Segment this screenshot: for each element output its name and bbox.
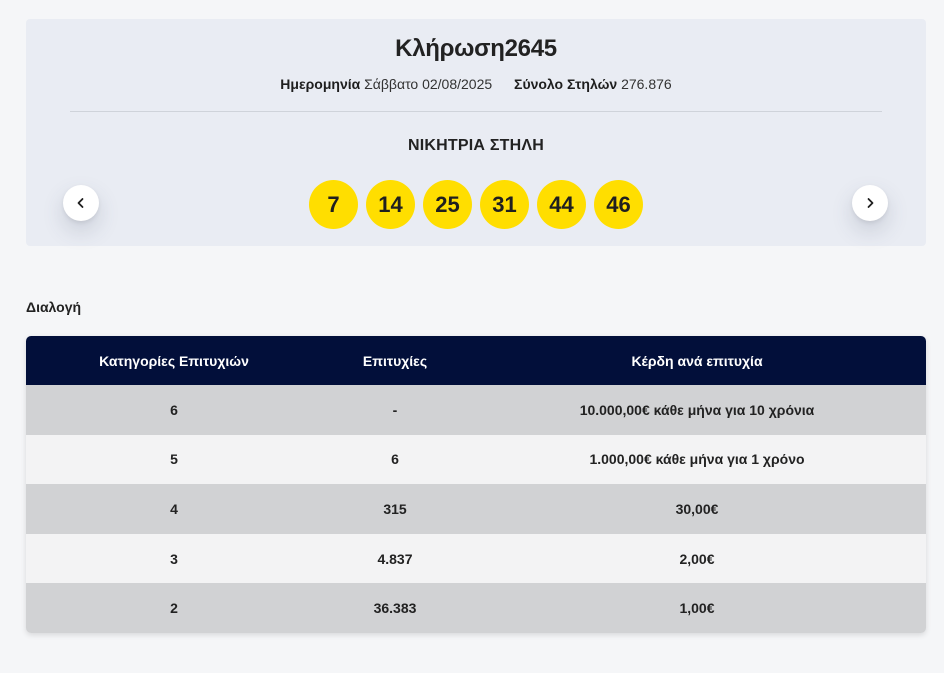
previous-draw-button[interactable] <box>63 185 99 221</box>
number-ball: 44 <box>537 180 586 229</box>
draw-total-value: 276.876 <box>621 76 672 92</box>
next-draw-button[interactable] <box>852 185 888 221</box>
divider <box>70 111 882 112</box>
cell-prize: 1,00€ <box>468 583 926 633</box>
draw-meta: Ημερομηνία Σάββατο 02/08/2025 Σύνολο Στη… <box>26 76 926 92</box>
number-ball: 25 <box>423 180 472 229</box>
winning-column-title: ΝΙΚΗΤΡΙΑ ΣΤΗΛΗ <box>408 137 544 154</box>
cell-winners: - <box>322 385 468 435</box>
chevron-right-icon <box>867 198 874 208</box>
draw-total-label: Σύνολο Στηλών <box>514 76 618 92</box>
draw-card: Κλήρωση2645 Ημερομηνία Σάββατο 02/08/202… <box>26 19 926 246</box>
draw-date-value: Σάββατο 02/08/2025 <box>364 76 493 92</box>
table-row: 5 6 1.000,00€ κάθε μήνα για 1 χρόνο <box>26 434 926 485</box>
cell-category: 5 <box>26 434 322 485</box>
number-ball: 31 <box>480 180 529 229</box>
cell-winners: 4.837 <box>322 533 468 584</box>
table-row: 3 4.837 2,00€ <box>26 533 926 584</box>
cell-category: 3 <box>26 533 322 584</box>
chevron-left-icon <box>77 198 84 208</box>
number-ball: 46 <box>594 180 643 229</box>
header-categories: Κατηγορίες Επιτυχιών <box>26 336 322 385</box>
header-winners: Επιτυχίες <box>322 336 468 385</box>
cell-winners: 36.383 <box>322 583 468 633</box>
cell-category: 6 <box>26 385 322 435</box>
cell-winners: 6 <box>322 434 468 485</box>
number-ball: 14 <box>366 180 415 229</box>
cell-prize: 30,00€ <box>468 484 926 534</box>
cell-prize: 10.000,00€ κάθε μήνα για 10 χρόνια <box>468 385 926 435</box>
cell-winners: 315 <box>322 484 468 534</box>
header-prize: Κέρδη ανά επιτυχία <box>468 336 926 385</box>
table-header-row: Κατηγορίες Επιτυχιών Επιτυχίες Κέρδη ανά… <box>26 336 926 385</box>
table-row: 2 36.383 1,00€ <box>26 583 926 633</box>
table-row: 4 315 30,00€ <box>26 484 926 534</box>
cell-category: 4 <box>26 484 322 534</box>
table-row: 6 - 10.000,00€ κάθε μήνα για 10 χρόνια <box>26 385 926 435</box>
draw-date-label: Ημερομηνία <box>280 76 361 92</box>
prize-table: Κατηγορίες Επιτυχιών Επιτυχίες Κέρδη ανά… <box>26 336 926 633</box>
draw-date: Ημερομηνία Σάββατο 02/08/2025 <box>280 76 492 92</box>
section-label: Διαλογή <box>26 299 82 315</box>
cell-category: 2 <box>26 583 322 633</box>
draw-title: Κλήρωση2645 <box>395 35 557 62</box>
cell-prize: 2,00€ <box>468 533 926 584</box>
winning-numbers: 7 14 25 31 44 46 <box>26 180 926 229</box>
cell-prize: 1.000,00€ κάθε μήνα για 1 χρόνο <box>468 434 926 485</box>
draw-total-columns: Σύνολο Στηλών 276.876 <box>514 76 672 92</box>
number-ball: 7 <box>309 180 358 229</box>
